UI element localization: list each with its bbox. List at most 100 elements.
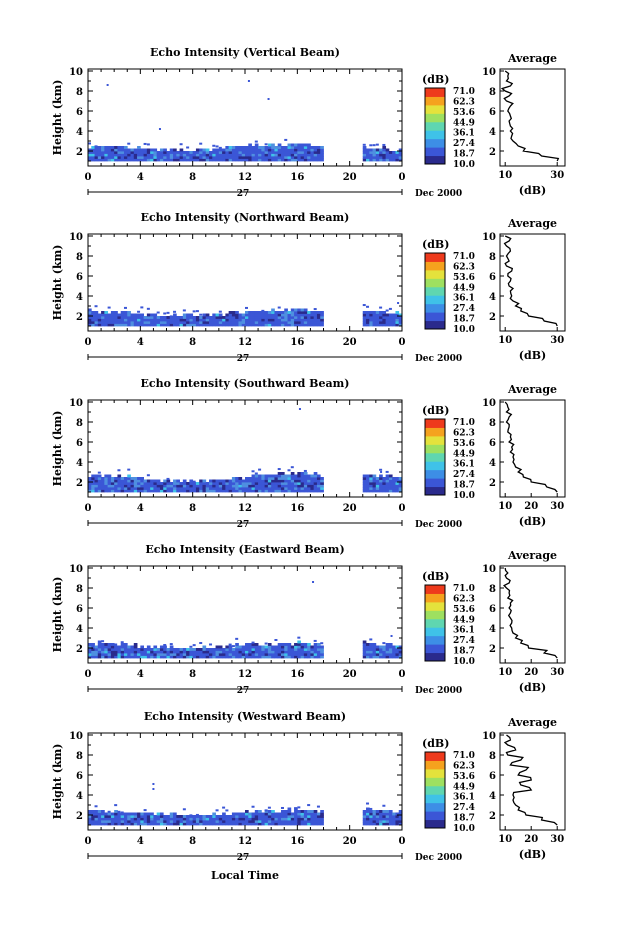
echo-cell — [303, 313, 308, 317]
echo-cell — [228, 487, 233, 490]
echo-cell — [209, 648, 213, 651]
echo-cell — [123, 313, 128, 317]
echo-cell — [159, 148, 164, 152]
echo-cell — [320, 158, 324, 162]
echo-cell — [398, 650, 403, 654]
echo-cell — [97, 316, 102, 319]
echo-cell — [271, 153, 275, 157]
echo-cell — [94, 311, 99, 314]
echo-cell — [192, 151, 197, 154]
echo-cell — [120, 815, 125, 818]
echo-cell — [271, 474, 275, 478]
echo-cell — [251, 148, 256, 152]
echo-cell — [127, 820, 131, 823]
colorbar-tick-label: 10.0 — [453, 491, 475, 501]
echo-cell — [313, 156, 318, 159]
echo-cell — [379, 815, 383, 818]
echo-cell — [156, 653, 161, 656]
colorbar-frame — [424, 418, 446, 496]
colorbar-tick-label: 18.7 — [453, 481, 475, 491]
echo-cell — [101, 822, 105, 826]
date-label: Dec 2000 — [415, 354, 462, 364]
echo-cell — [316, 313, 321, 317]
echo-cell — [153, 648, 158, 651]
echo-cell — [199, 484, 203, 488]
echo-cell — [267, 156, 272, 159]
echo-cell — [290, 482, 295, 485]
echo-cell — [205, 822, 210, 826]
echo-cell — [140, 321, 145, 324]
echo-cell — [215, 820, 220, 823]
profile-x-tick-label: 30 — [550, 667, 564, 678]
echo-cell — [166, 820, 171, 823]
echo-cell — [153, 820, 158, 823]
echo-cell — [228, 321, 233, 324]
echo-cell — [97, 812, 102, 816]
echo-cell — [395, 158, 400, 162]
echo-cell — [290, 158, 295, 162]
echo-cell — [271, 308, 275, 312]
echo-cell — [398, 487, 403, 490]
echo-cell — [366, 487, 370, 490]
echo-cell — [110, 146, 115, 149]
echo-cell — [114, 650, 118, 654]
echo-cell — [166, 316, 171, 319]
echo-cell — [294, 316, 298, 319]
echo-cell — [215, 318, 220, 322]
echo-cell — [294, 653, 298, 656]
echo-cell — [173, 487, 177, 490]
profile-y-tick-label: 8 — [489, 584, 496, 595]
y-tick-label: 6 — [76, 771, 83, 782]
echo-cell — [225, 645, 230, 649]
echo-cell — [362, 822, 367, 826]
echo-cell — [320, 321, 324, 324]
echo-cell — [267, 143, 272, 147]
echo-cell — [297, 151, 302, 154]
echo-cell — [107, 820, 112, 823]
echo-cell — [209, 323, 213, 327]
echo-cell — [225, 151, 230, 154]
x-tick-label: 8 — [189, 172, 196, 183]
echo-cell — [205, 648, 210, 651]
echo-cell — [320, 477, 324, 480]
echo-cell — [130, 487, 135, 490]
echo-cell — [284, 313, 288, 317]
echo-cell — [228, 817, 233, 821]
echo-cell — [225, 316, 230, 319]
echo-cell — [267, 146, 272, 149]
echo-cell — [398, 815, 403, 818]
echo-cell — [130, 817, 135, 821]
echo-speck — [320, 642, 324, 645]
echo-cell — [245, 489, 249, 493]
echo-speck — [127, 468, 131, 471]
echo-cell — [169, 650, 174, 654]
echo-cell — [251, 650, 256, 654]
echo-cell — [137, 313, 141, 317]
echo-cell — [297, 643, 302, 646]
echo-cell — [235, 820, 239, 823]
echo-cell — [114, 321, 118, 324]
echo-cell — [114, 156, 118, 159]
echo-cell — [140, 822, 145, 826]
colorbar-swatch — [425, 593, 445, 603]
echo-cell — [222, 323, 226, 327]
echo-cell — [287, 153, 292, 157]
echo-cell — [280, 474, 285, 478]
echo-cell — [372, 316, 377, 319]
echo-cell — [290, 143, 295, 147]
echo-cell — [97, 655, 102, 659]
echo-cell — [179, 817, 184, 821]
echo-cell — [140, 815, 145, 818]
echo-cell — [97, 321, 102, 324]
echo-cell — [320, 487, 324, 490]
echo-cell — [173, 655, 177, 659]
echo-cell — [284, 156, 288, 159]
echo-cell — [133, 479, 138, 483]
echo-cell — [202, 158, 207, 162]
echo-cell — [146, 151, 151, 154]
echo-cell — [143, 817, 148, 821]
echo-cell — [254, 810, 259, 813]
echo-cell — [241, 153, 246, 157]
echo-speck — [235, 637, 239, 640]
echo-cell — [385, 153, 390, 157]
